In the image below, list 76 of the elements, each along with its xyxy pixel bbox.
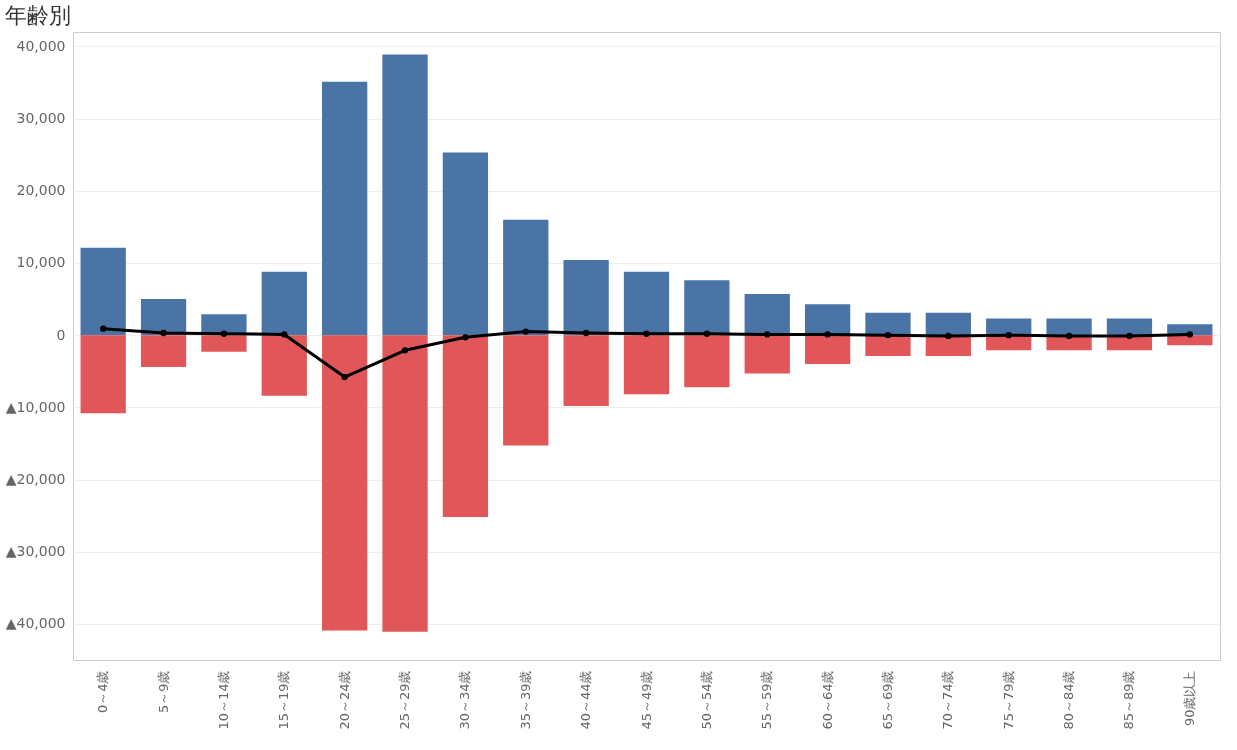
bar [1167,335,1213,346]
x-tick-label: 0～4歳 [95,670,111,714]
x-tick-label: 35～39歳 [517,670,533,730]
x-tick-label: 30～34歳 [457,670,473,730]
y-tick-label: ▲20,000 [5,471,66,488]
point [401,347,409,354]
y-tick-label: ▲30,000 [5,543,66,560]
bar [382,335,428,632]
y-tick-label: ▲40,000 [5,615,66,632]
x-tick-label: 70～74歳 [940,670,956,730]
bar [322,335,368,631]
x-tick-label: 75～79歳 [1000,670,1016,730]
point [100,325,107,332]
y-tick-label: 10,000 [16,254,66,271]
bar [804,304,851,336]
bar [563,260,609,336]
point [764,331,771,338]
bar [563,335,609,406]
point [1126,332,1133,340]
point [1065,332,1073,340]
point [1186,331,1193,338]
x-tick-label: 10～14歳 [215,670,231,730]
point [945,332,952,340]
bar [140,299,187,336]
point [522,328,529,335]
bar [322,81,368,336]
x-tick-label: 55～59歳 [759,670,775,730]
y-tick-label: 0 [56,326,66,343]
point [160,329,167,337]
bar [80,247,126,336]
bar [623,335,670,395]
y-tick-label: 20,000 [16,182,66,199]
point [582,329,590,337]
x-tick-label: 50～54歳 [698,670,714,730]
bar [382,54,428,336]
bar [140,335,187,367]
x-tick-label: 25～29歳 [397,670,413,730]
y-tick-label: ▲10,000 [5,398,66,415]
bar [744,335,790,374]
point [281,331,288,338]
bar [503,335,549,446]
point [643,330,650,337]
bar [442,152,489,336]
bar [925,312,971,336]
x-tick-label: 80～84歳 [1061,670,1077,730]
chart-title: 年齢別 [5,3,72,28]
bar [201,335,247,352]
x-tick-label: 85～89歳 [1121,670,1137,730]
point [1005,332,1012,339]
x-tick-label: 60～64歳 [819,670,835,730]
bar [865,335,911,357]
x-tick-label: 45～49歳 [638,670,654,730]
bar [804,335,851,365]
bar [744,294,790,336]
point [824,331,831,338]
bar [684,335,730,388]
x-tick-label: 40～44歳 [578,670,594,730]
x-tick-label: 20～24歳 [336,670,352,730]
x-tick-label: 90歳以上 [1181,670,1197,727]
point [884,332,892,339]
y-tick-label: 30,000 [16,110,66,127]
point [341,373,348,381]
y-tick-label: 40,000 [16,37,66,54]
bar [261,335,307,396]
point [703,330,711,337]
bar [442,335,489,518]
x-tick-label: 65～69歳 [879,670,895,730]
point [462,334,469,341]
bar [1046,318,1092,336]
x-tick-label: 15～19歳 [276,670,292,730]
x-tick-label: 5～9歳 [155,670,171,714]
bar [261,271,307,336]
point [220,330,228,337]
bar [503,219,549,336]
bar [865,312,911,336]
bar [80,335,126,414]
